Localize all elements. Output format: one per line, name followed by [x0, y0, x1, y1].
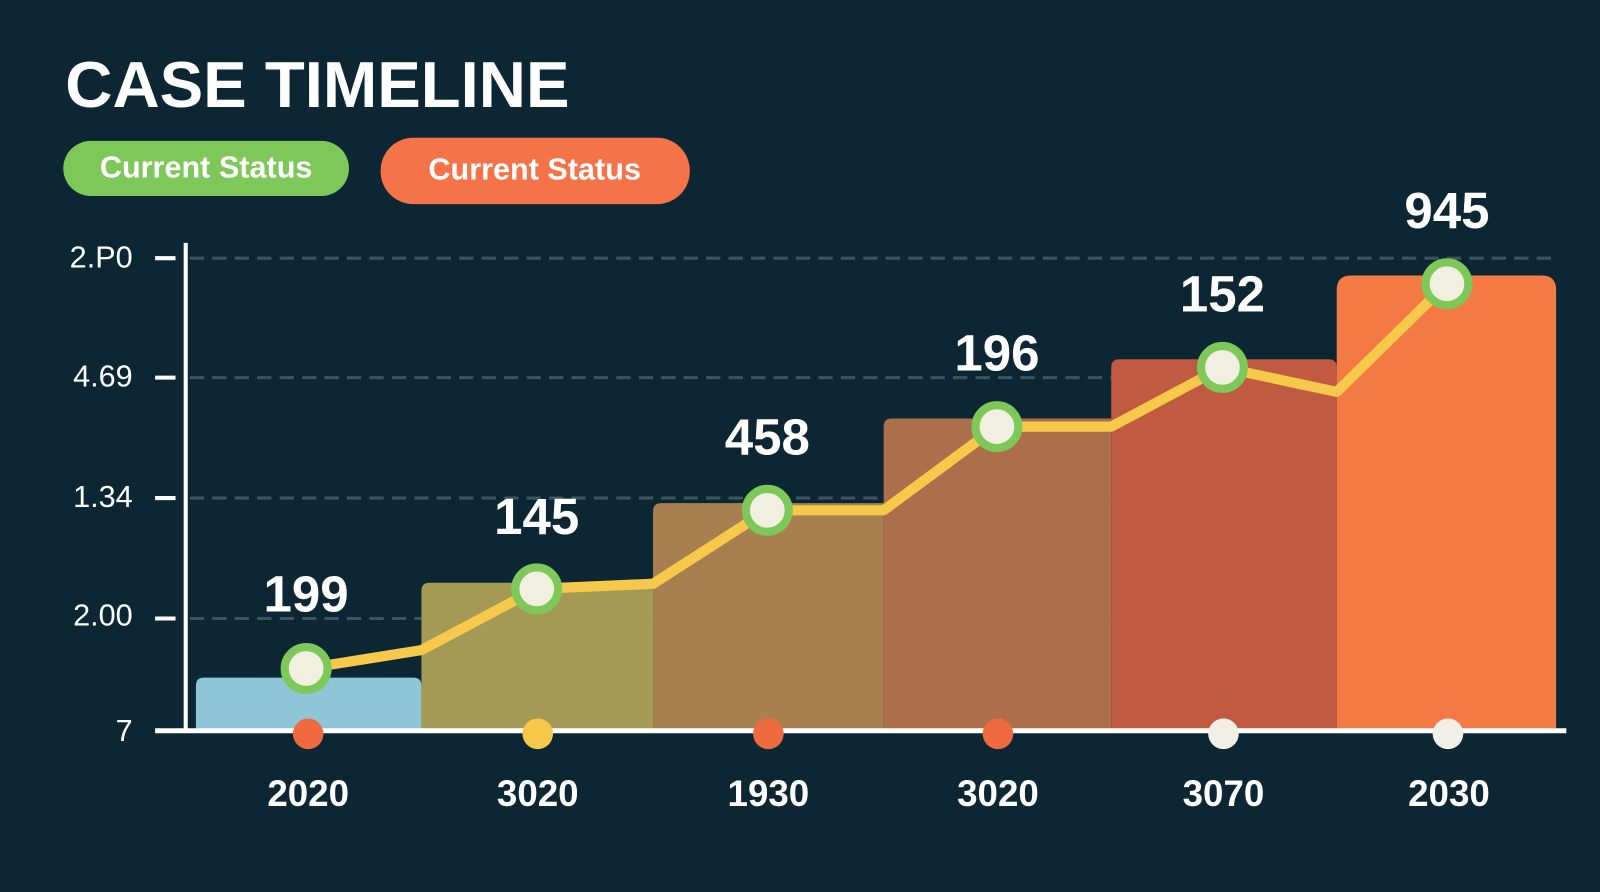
x-label: 3020 — [497, 773, 579, 814]
x-label: 3070 — [1183, 773, 1265, 814]
bar — [883, 418, 1112, 731]
x-label: 3020 — [957, 773, 1039, 814]
trend-line — [305, 280, 1451, 674]
dot — [292, 718, 324, 750]
axis-dots — [292, 718, 1464, 750]
x-label: 2020 — [267, 773, 349, 814]
bar — [195, 677, 422, 731]
marker — [1421, 258, 1473, 310]
y-label: 2.00 — [73, 599, 133, 633]
dot — [1208, 718, 1239, 750]
dot — [753, 718, 784, 750]
value-label: 458 — [725, 408, 810, 465]
value-label: 145 — [494, 488, 579, 545]
dot — [522, 718, 554, 750]
marker — [280, 642, 332, 695]
bar — [1336, 275, 1557, 731]
value-label: 152 — [1180, 265, 1265, 322]
dot — [1432, 718, 1464, 750]
legend-pill — [63, 140, 349, 196]
x-label: 1930 — [728, 773, 810, 814]
y-label: 1.34 — [73, 480, 133, 514]
marker — [1196, 341, 1248, 393]
value-label: 199 — [264, 566, 349, 623]
y-ticks — [155, 256, 176, 621]
legend-label: Current Status — [100, 151, 313, 185]
markers — [280, 258, 1473, 695]
value-label: 196 — [954, 325, 1039, 382]
marker — [511, 563, 563, 615]
marker — [741, 484, 793, 536]
bar — [1111, 359, 1337, 731]
legend-pill — [380, 137, 690, 205]
x-label: 2030 — [1408, 773, 1490, 814]
legend-label: Current Status — [428, 153, 641, 187]
y-label: 2.P0 — [70, 240, 133, 274]
marker — [971, 401, 1023, 453]
y-label: 7 — [116, 714, 133, 748]
bar — [653, 503, 884, 731]
title: CASE TIMELINE — [65, 48, 569, 121]
dot — [982, 718, 1014, 750]
y-label: 4.69 — [73, 360, 133, 394]
value-label: 945 — [1404, 182, 1489, 239]
